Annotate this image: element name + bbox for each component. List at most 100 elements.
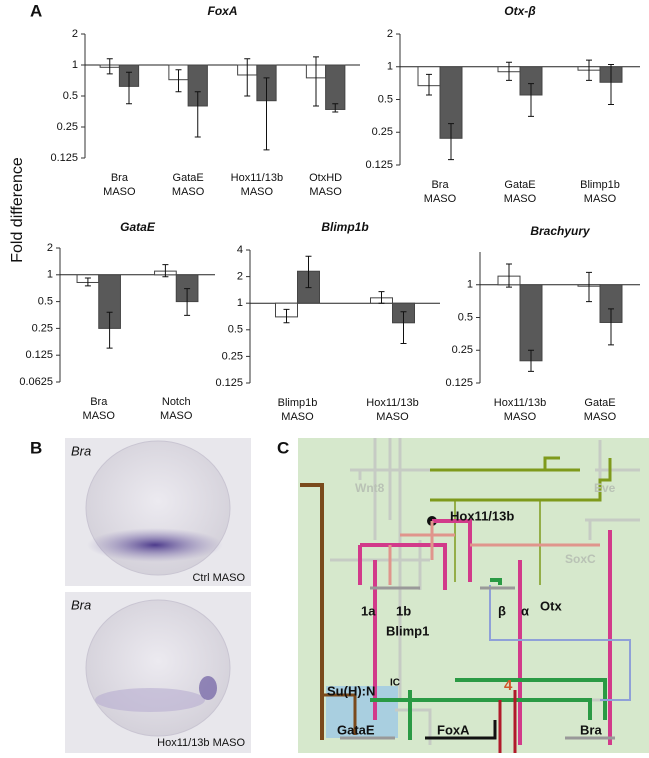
image-caption: Hox11/13b MASO	[157, 737, 245, 749]
error-bar	[586, 271, 592, 303]
chart-title: Brachyury	[530, 224, 591, 238]
in-situ-image: Bra Hox11/13b MASO	[65, 592, 251, 753]
x-tick-label: GataE	[584, 397, 615, 409]
x-tick-label: MASO	[83, 410, 116, 422]
y-tick-label: 0.125	[215, 377, 243, 389]
x-tick-label: MASO	[281, 411, 314, 423]
x-tick-label: MASO	[584, 411, 617, 423]
module-label: 1b	[396, 603, 411, 618]
y-tick-label: 0.25	[222, 350, 243, 362]
bar	[519, 284, 543, 362]
x-tick-label: MASO	[504, 193, 537, 205]
x-tick-label: MASO	[376, 411, 409, 423]
x-tick-label: MASO	[160, 410, 193, 422]
error-bar	[608, 63, 614, 105]
x-tick-label: GataE	[173, 172, 204, 184]
error-bar	[283, 308, 290, 324]
x-tick-label: Hox11/13b	[366, 397, 418, 409]
y-tick-label: 2	[387, 28, 393, 40]
module-label: 1a	[361, 603, 376, 618]
y-tick-label: 0.25	[452, 344, 473, 356]
error-bar	[263, 77, 270, 151]
x-tick-label: Hox11/13b	[494, 397, 546, 409]
error-bar	[244, 58, 251, 97]
x-tick-label: MASO	[504, 411, 537, 423]
x-tick-label: MASO	[241, 186, 274, 198]
gene-label: Wnt8	[355, 481, 385, 495]
y-tick-label: 1	[237, 297, 243, 309]
x-tick-label: Blimp1b	[580, 179, 620, 191]
y-tick-label: 2	[47, 242, 53, 254]
panel-label: C	[277, 438, 289, 457]
error-bar	[126, 71, 132, 105]
network-diagram	[298, 438, 649, 753]
x-tick-label: MASO	[584, 193, 617, 205]
y-tick-label: 0.5	[228, 324, 243, 336]
image-caption: Ctrl MASO	[192, 572, 245, 584]
error-bar	[506, 61, 512, 81]
gene-label: Otx	[540, 598, 562, 613]
y-tick-label: 0.125	[25, 349, 53, 361]
error-bar	[313, 56, 319, 107]
y-tick-label: 0.25	[372, 126, 393, 138]
gene-label: SoxC	[565, 552, 596, 566]
y-tick-label: 2	[72, 28, 78, 40]
panel-label: B	[30, 438, 42, 457]
error-bar	[528, 83, 534, 117]
in-situ-image: Bra Ctrl MASO	[65, 438, 251, 586]
panel-label: A	[30, 1, 42, 20]
y-tick-label: 1	[47, 269, 53, 281]
error-bar	[184, 288, 191, 316]
error-bar	[608, 308, 614, 346]
error-bar	[332, 103, 339, 113]
y-tick-label: 2	[237, 271, 243, 283]
x-tick-label: MASO	[424, 193, 457, 205]
y-tick-label: 0.5	[458, 311, 473, 323]
error-bar	[426, 73, 432, 96]
y-tick-label: 1	[467, 279, 473, 291]
error-bar	[175, 69, 182, 93]
error-bar	[378, 291, 385, 304]
y-tick-label: 0.125	[50, 152, 78, 164]
gene-label: Bra	[71, 443, 91, 458]
x-tick-label: MASO	[172, 186, 205, 198]
y-tick-label: 4	[237, 244, 243, 256]
error-bar	[448, 123, 454, 161]
x-tick-label: Blimp1b	[278, 397, 318, 409]
error-bar	[106, 58, 113, 75]
bar	[325, 64, 346, 110]
gene-label: Bra	[71, 597, 91, 612]
error-bar	[305, 255, 312, 289]
module-label: α	[521, 603, 529, 618]
error-bar	[106, 311, 113, 349]
y-tick-label: 0.125	[445, 377, 473, 389]
x-tick-label: Hox11/13b	[231, 172, 283, 184]
error-bar	[194, 91, 201, 138]
gene-label: FoxA	[437, 722, 470, 737]
error-bar	[586, 59, 592, 81]
marker-label: 4	[504, 677, 513, 694]
error-bar	[84, 277, 91, 287]
chart-title: Blimp1b	[321, 220, 368, 234]
error-bar	[506, 263, 512, 288]
gene-label: Hox11/13b	[450, 508, 514, 523]
module-label: β	[498, 603, 506, 618]
chart-title: GataE	[120, 220, 156, 234]
x-tick-label: OtxHD	[309, 172, 342, 184]
x-tick-label: Bra	[90, 396, 108, 408]
gene-label-superscript: IC	[390, 678, 400, 689]
y-tick-label: 0.0625	[19, 376, 53, 388]
chart-title: Otx-β	[504, 4, 536, 18]
x-tick-label: MASO	[309, 186, 342, 198]
gene-label: Su(H):N	[327, 683, 375, 698]
y-tick-label: 0.25	[57, 121, 78, 133]
error-bar	[162, 264, 169, 278]
error-bar	[528, 349, 534, 372]
y-tick-label: 1	[72, 59, 78, 71]
gene-label: Eve	[594, 481, 616, 495]
x-tick-label: MASO	[103, 186, 136, 198]
y-tick-label: 0.5	[63, 90, 78, 102]
gene-label: Bra	[580, 722, 602, 737]
x-tick-label: GataE	[504, 179, 535, 191]
